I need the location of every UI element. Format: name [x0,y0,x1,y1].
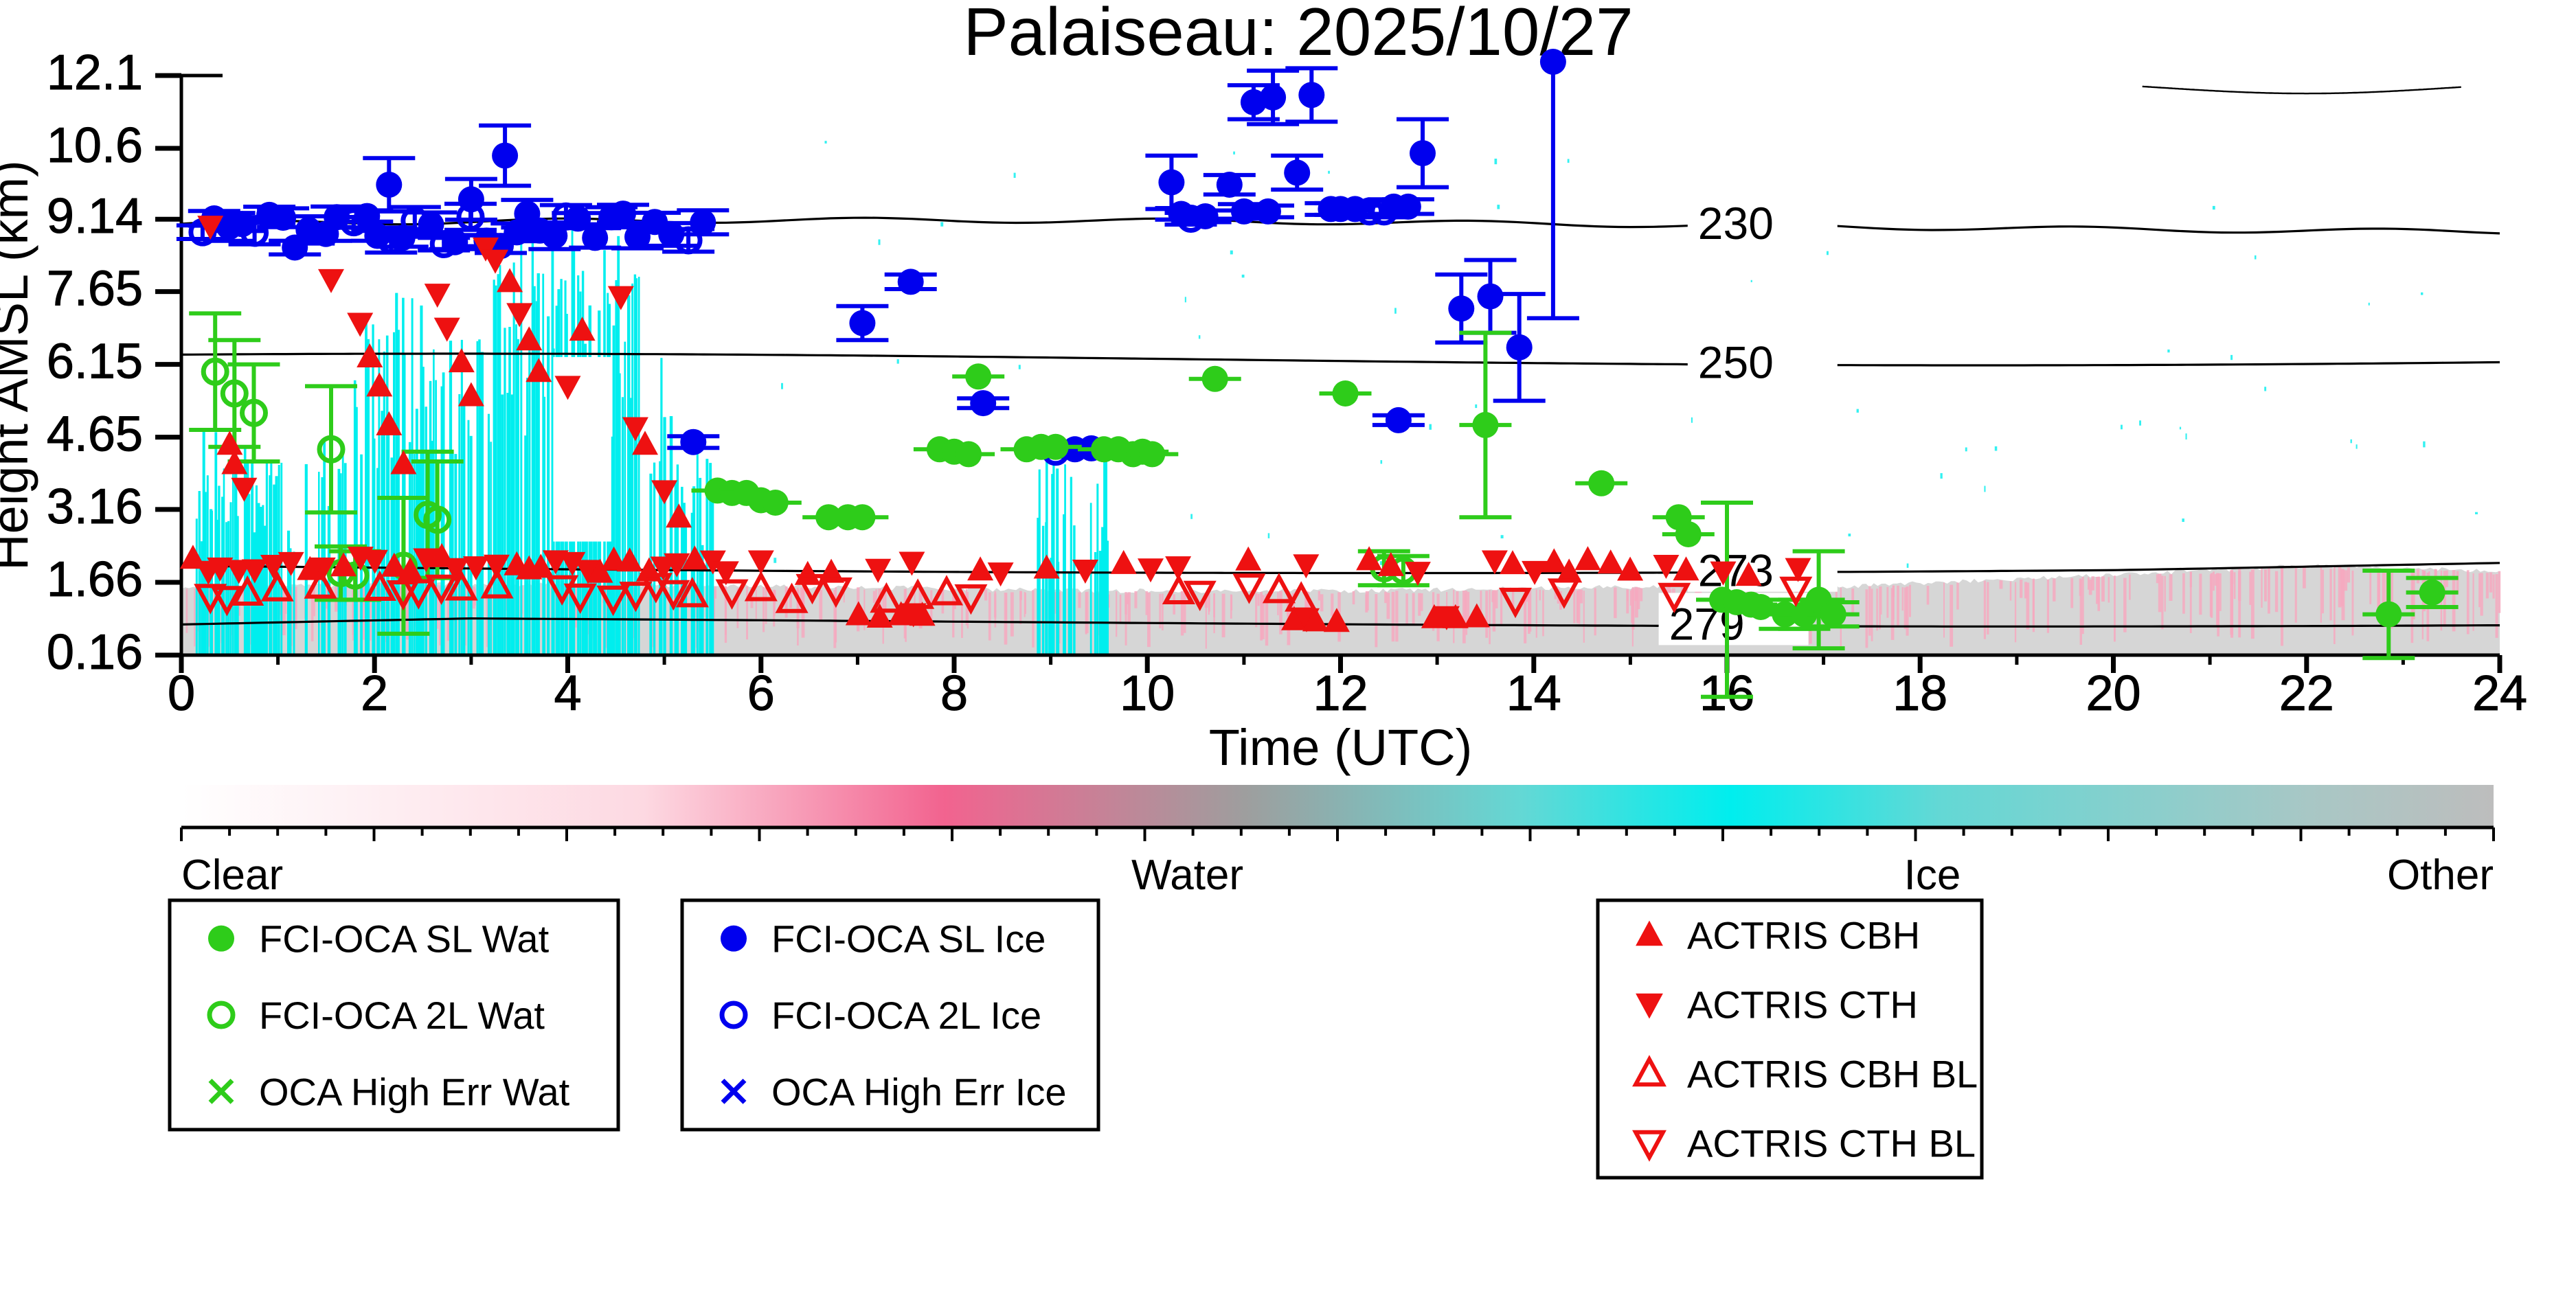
svg-text:9.14: 9.14 [47,189,143,244]
svg-text:OCA High Err Wat: OCA High Err Wat [259,1070,570,1113]
svg-text:ACTRIS CTH BL: ACTRIS CTH BL [1687,1122,1976,1165]
svg-text:OCA High Err Ice: OCA High Err Ice [771,1070,1066,1113]
svg-text:18: 18 [1893,666,1947,721]
svg-text:6: 6 [747,666,775,721]
svg-text:FCI-OCA SL Wat: FCI-OCA SL Wat [259,917,550,961]
svg-text:20: 20 [2086,666,2140,721]
svg-text:273: 273 [1698,545,1774,596]
svg-text:Height AMSL (km): Height AMSL (km) [0,160,38,571]
svg-text:FCI-OCA 2L Ice: FCI-OCA 2L Ice [771,994,1041,1037]
svg-text:ACTRIS CTH: ACTRIS CTH [1687,983,1918,1027]
svg-text:FCI-OCA SL Ice: FCI-OCA SL Ice [771,917,1046,961]
svg-text:Clear: Clear [181,852,283,899]
svg-text:ACTRIS CBH BL: ACTRIS CBH BL [1687,1053,1978,1096]
svg-text:Time (UTC): Time (UTC) [1209,719,1473,776]
svg-text:10.6: 10.6 [47,118,143,173]
svg-text:12: 12 [1313,666,1368,721]
svg-text:6.15: 6.15 [47,334,143,389]
svg-text:230: 230 [1698,198,1774,249]
svg-text:4.65: 4.65 [47,407,143,462]
svg-text:22: 22 [2279,666,2334,721]
svg-text:FCI-OCA 2L Wat: FCI-OCA 2L Wat [259,994,545,1037]
svg-text:4: 4 [554,666,581,721]
svg-text:12.1: 12.1 [47,45,143,100]
svg-text:2: 2 [361,666,388,721]
svg-text:250: 250 [1698,337,1774,388]
svg-text:3.16: 3.16 [47,479,143,534]
svg-text:0: 0 [168,666,195,721]
svg-text:Other: Other [2387,852,2494,899]
svg-text:8: 8 [940,666,968,721]
svg-text:Ice: Ice [1904,852,1961,899]
svg-text:24: 24 [2472,666,2527,721]
svg-text:1.66: 1.66 [47,552,143,607]
svg-text:0.16: 0.16 [47,625,143,680]
svg-text:ACTRIS CBH: ACTRIS CBH [1687,914,1920,957]
svg-text:10: 10 [1120,666,1175,721]
svg-text:14: 14 [1506,666,1561,721]
svg-text:Palaiseau: 2025/10/27: Palaiseau: 2025/10/27 [963,0,1633,69]
svg-text:Water: Water [1131,852,1243,899]
svg-text:7.65: 7.65 [47,262,143,317]
